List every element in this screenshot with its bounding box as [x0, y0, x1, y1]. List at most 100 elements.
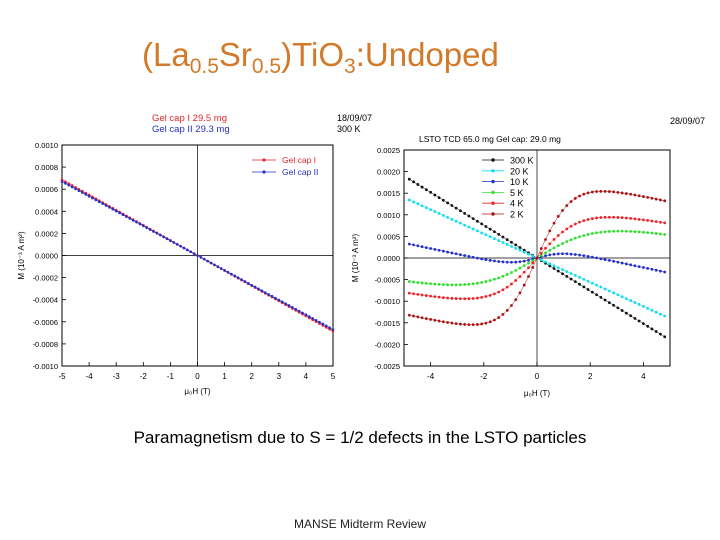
data-point: [97, 200, 101, 204]
data-point: [654, 220, 658, 224]
data-point: [206, 259, 209, 263]
data-point: [607, 230, 611, 233]
data-point: [446, 201, 450, 205]
data-point: [277, 298, 281, 302]
data-point: [463, 223, 467, 227]
data-point: [441, 296, 445, 299]
legend-label: 300 K: [510, 156, 534, 166]
data-point: [548, 262, 552, 266]
data-point: [219, 267, 223, 270]
data-point: [270, 294, 274, 298]
data-point: [441, 283, 445, 287]
header-line: Gel cap I 29.5 mg: [152, 113, 227, 124]
data-point: [505, 238, 509, 242]
data-point: [616, 260, 620, 264]
data-point: [629, 217, 633, 220]
data-point: [510, 304, 513, 307]
data-point: [544, 260, 547, 264]
data-point: [424, 188, 428, 192]
data-point: [603, 189, 607, 193]
data-point: [561, 272, 564, 276]
data-point: [527, 261, 530, 265]
data-point: [114, 209, 118, 213]
data-point: [629, 263, 633, 267]
data-point: [663, 233, 667, 236]
data-point: [501, 313, 505, 316]
data-point: [539, 253, 543, 257]
data-point: [527, 252, 530, 256]
data-point: [240, 278, 243, 281]
data-point: [424, 317, 428, 320]
data-point: [454, 322, 458, 326]
data-point: [505, 273, 509, 276]
data-point: [569, 272, 573, 275]
data-point: [531, 261, 535, 265]
data-point: [629, 299, 633, 302]
data-point: [612, 229, 616, 233]
data-point: [522, 250, 526, 254]
data-point: [304, 313, 308, 317]
data-point: [77, 189, 81, 193]
data-point: [569, 238, 573, 242]
data-point: [620, 191, 624, 195]
header-line: Gel cap II 29.3 mg: [152, 124, 230, 135]
x-tick-label: -4: [427, 372, 435, 381]
data-point: [501, 241, 505, 244]
data-point: [437, 248, 441, 252]
data-point: [642, 230, 645, 234]
data-point: [84, 193, 88, 196]
y-tick-label: -0.0002: [33, 274, 58, 283]
legend-label: 5 K: [510, 188, 524, 198]
data-point: [590, 232, 594, 235]
data-point: [637, 194, 641, 198]
y-tick-label: 0.0015: [377, 189, 400, 198]
x-tick-label: 2: [249, 372, 254, 381]
data-point: [607, 190, 611, 193]
data-point: [135, 220, 138, 224]
data-point: [544, 238, 547, 241]
data-point: [510, 260, 513, 264]
data-point: [607, 215, 611, 219]
data-point: [152, 230, 155, 233]
x-tick-label: 1: [222, 372, 227, 381]
data-point: [497, 290, 501, 294]
data-point: [595, 283, 598, 287]
data-point: [471, 282, 475, 286]
data-point: [514, 260, 518, 264]
data-point: [510, 240, 513, 244]
data-point: [142, 224, 145, 228]
data-point: [471, 217, 475, 221]
x-tick-label: 4: [641, 372, 646, 381]
x-tick-label: -2: [480, 372, 488, 381]
data-point: [603, 230, 607, 234]
x-tick-label: -5: [58, 372, 66, 381]
data-point: [582, 254, 586, 258]
legend-label: Gel cap II: [282, 167, 318, 177]
data-point: [476, 323, 479, 326]
data-point: [467, 323, 471, 327]
data-point: [556, 214, 560, 218]
data-point: [433, 318, 437, 322]
data-point: [493, 318, 496, 322]
data-point: [616, 190, 620, 194]
data-point: [412, 292, 415, 296]
data-point: [578, 253, 581, 257]
data-point: [412, 314, 415, 318]
data-point: [599, 189, 603, 193]
data-point: [412, 280, 415, 284]
data-point: [586, 279, 590, 283]
data-point: [612, 291, 616, 295]
data-point: [424, 294, 428, 297]
data-point: [458, 253, 462, 257]
data-point: [104, 204, 108, 207]
title-text: :Undoped: [355, 36, 499, 73]
data-point: [505, 260, 509, 264]
y-tick-label: -0.0010: [375, 297, 400, 306]
data-point: [629, 229, 633, 233]
data-point: [446, 250, 450, 254]
data-point: [548, 264, 552, 268]
data-point: [294, 307, 298, 311]
data-point: [412, 180, 415, 184]
data-point: [488, 227, 492, 231]
y-tick-label: -0.0020: [375, 340, 400, 349]
